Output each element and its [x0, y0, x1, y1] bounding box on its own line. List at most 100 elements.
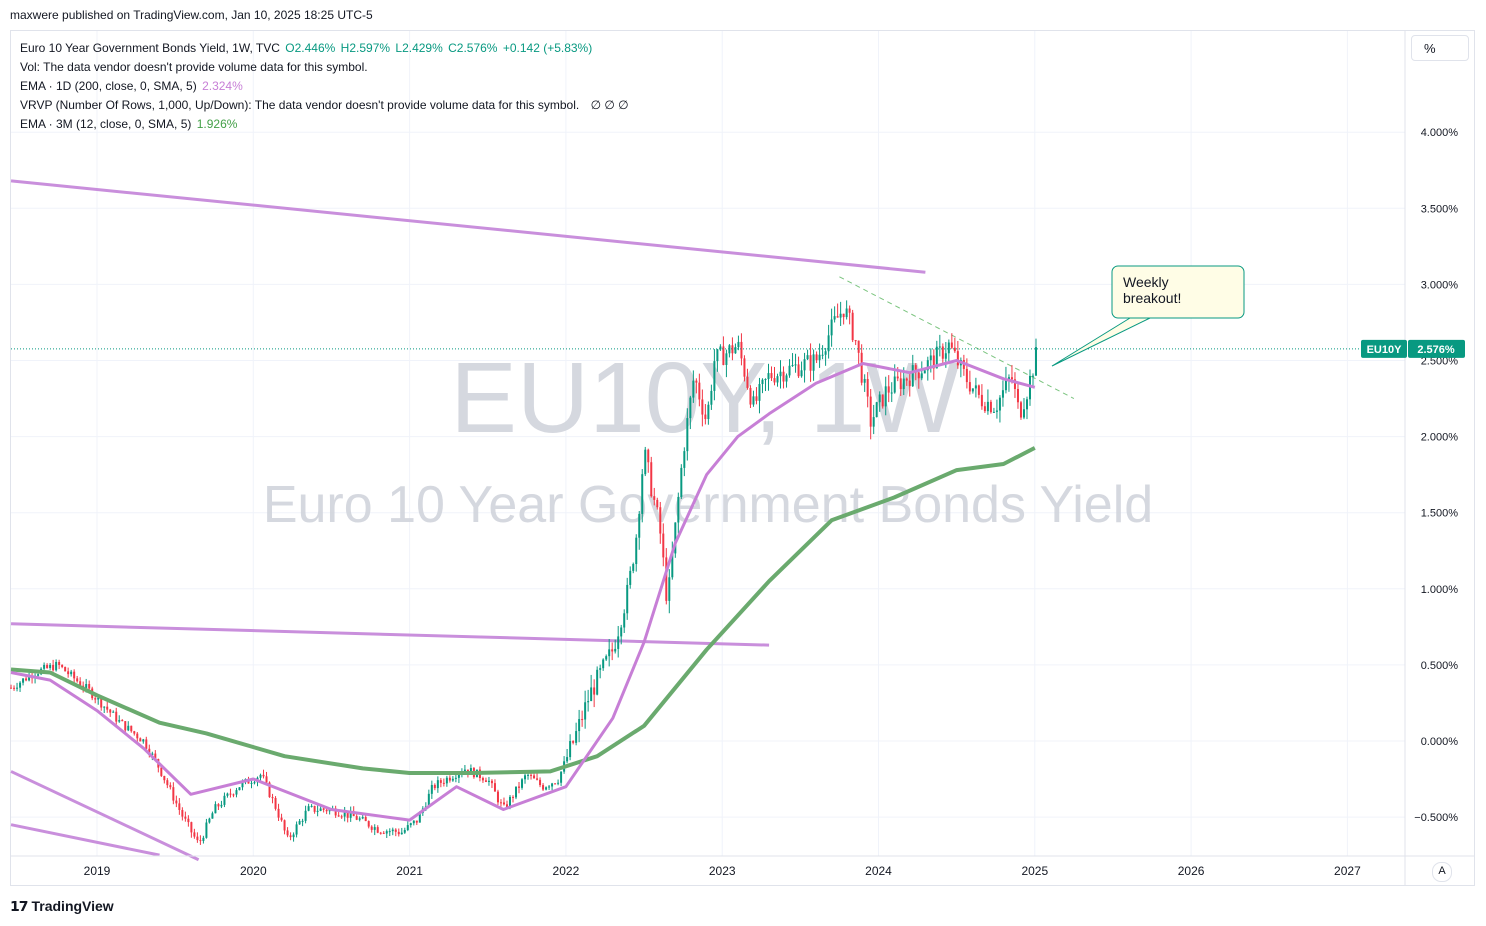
candle-body [827, 335, 830, 352]
candle-body [860, 352, 863, 383]
publisher-line: maxwere published on TradingView.com, Ja… [10, 8, 373, 22]
candle-body [950, 342, 953, 348]
candle-body [181, 809, 184, 817]
candle-body [908, 380, 911, 387]
candle-body [923, 370, 926, 374]
candle-body [259, 774, 262, 778]
candle-body [638, 513, 641, 538]
candle-body [415, 820, 418, 823]
candle-body [382, 832, 385, 834]
candle-body [821, 354, 824, 356]
candle-body [743, 358, 746, 377]
candle-body [764, 379, 767, 381]
legend-ema1: EMA · 1D (200, close, 0, SMA, 5) [20, 79, 197, 93]
candle-body [701, 399, 704, 415]
candle-body [1004, 379, 1007, 391]
candle-body [412, 820, 415, 824]
candle-body [770, 373, 773, 379]
candle-body [713, 361, 716, 391]
candle-body [749, 387, 752, 405]
legend-vol[interactable]: Vol: The data vendor doesn't provide vol… [20, 60, 368, 74]
candle-body [803, 359, 806, 371]
candle-body [190, 822, 193, 833]
candle-body [136, 733, 139, 739]
candle-body [1001, 390, 1004, 398]
candle-body [397, 831, 400, 835]
candle-body [851, 312, 854, 341]
candle-body [854, 340, 857, 342]
legend: Euro 10 Year Government Bonds Yield, 1W,… [20, 39, 629, 134]
candle-body [650, 462, 653, 497]
candle-body [731, 345, 734, 354]
candle-body [521, 779, 524, 788]
chart-frame[interactable] [10, 30, 1475, 886]
candle-body [1031, 375, 1034, 377]
y-tick-label: 3.500% [1421, 203, 1459, 215]
candle-body [196, 836, 199, 841]
legend-symbol-row[interactable]: Euro 10 Year Government Bonds Yield, 1W,… [20, 39, 629, 58]
candle-body [722, 346, 725, 365]
candle-body [172, 787, 175, 801]
trendline [10, 622, 770, 647]
candle-body [593, 687, 596, 695]
candle-body [64, 666, 67, 672]
candle-body [890, 392, 893, 394]
candle-body [58, 661, 61, 665]
legend-ema2-row[interactable]: EMA · 3M (12, close, 0, SMA, 5) 1.926% [20, 115, 629, 134]
candle-body [10, 687, 13, 689]
candle-body [683, 451, 686, 468]
candle-body [692, 380, 695, 398]
candle-body [319, 808, 322, 811]
candle-body [914, 365, 917, 373]
x-tick-label: 2027 [1334, 864, 1361, 878]
candle-body [548, 786, 551, 788]
candle-body [791, 365, 794, 367]
y-tick-label: 0.000% [1421, 736, 1459, 748]
candle-body [502, 802, 505, 805]
candle-body [635, 537, 638, 565]
trendline [10, 770, 200, 862]
candle-body [505, 804, 508, 808]
annotation-box [1111, 265, 1245, 319]
candle-body [403, 830, 406, 833]
candle-body [229, 793, 232, 795]
candle-body [869, 396, 872, 427]
footer-brand[interactable]: 𝟭𝟳 TradingView [10, 898, 114, 915]
candle-body [484, 780, 487, 782]
candle-body [719, 346, 722, 350]
candle-body [400, 832, 403, 835]
legend-ema1-row[interactable]: EMA · 1D (200, close, 0, SMA, 5) 2.324% [20, 77, 629, 96]
candle-body [67, 671, 70, 675]
legend-vrvp-row[interactable]: VRVP (Number Of Rows, 1,000, Up/Down): T… [20, 96, 629, 115]
candle-body [52, 664, 55, 671]
candle-body [349, 811, 352, 818]
candle-body [599, 668, 602, 670]
candle-body [992, 411, 995, 413]
candle-body [292, 834, 295, 838]
candle-body [533, 775, 536, 779]
candle-body [112, 711, 115, 713]
candle-body [530, 774, 533, 776]
percent-scale-button[interactable]: % [1411, 35, 1469, 61]
candle-body [463, 769, 466, 773]
auto-scale-button[interactable]: A [1432, 862, 1452, 882]
legend-ema1-value: 2.324% [202, 79, 243, 93]
candle-body [836, 316, 839, 318]
candle-body [677, 496, 680, 523]
candle-body [127, 725, 130, 731]
candle-body [1007, 377, 1010, 380]
candle-body [388, 831, 391, 833]
candle-body [809, 355, 812, 371]
legend-change: +0.142 (+5.83%) [502, 41, 593, 55]
candle-body [304, 810, 307, 821]
candle-body [872, 417, 875, 427]
candle-body [115, 711, 118, 722]
candle-body [980, 394, 983, 407]
ema-lines [10, 359, 1036, 822]
candle-body [406, 825, 409, 831]
trendline [10, 179, 926, 274]
candle-body [508, 796, 511, 808]
candle-body [310, 805, 313, 807]
candle-body [235, 790, 238, 795]
